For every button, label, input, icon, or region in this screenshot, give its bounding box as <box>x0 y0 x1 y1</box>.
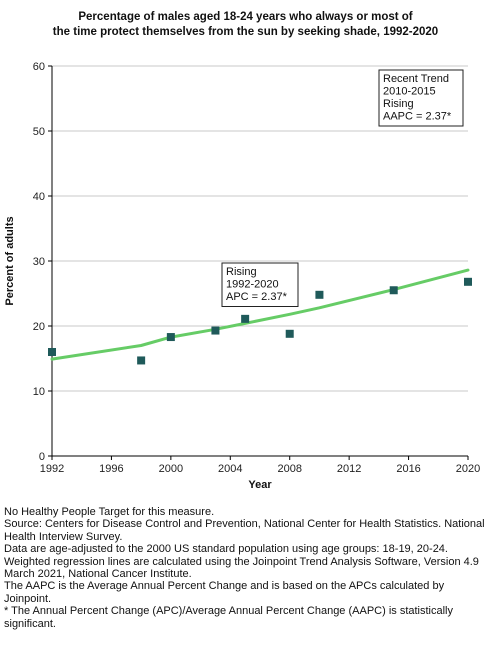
data-point-2000 <box>166 333 175 342</box>
data-point-1998 <box>137 356 146 365</box>
data-point-2005 <box>241 314 250 323</box>
recent-trend-line-0: Recent Trend <box>383 73 449 85</box>
x-tick-label-1: 1996 <box>99 463 123 475</box>
x-tick-label-3: 2004 <box>218 463 242 475</box>
y-tick-label-3: 30 <box>33 256 45 268</box>
data-point-1992 <box>48 348 56 356</box>
x-tick-label-4: 2008 <box>277 463 301 475</box>
recent-trend-box <box>378 69 464 127</box>
data-point-2003 <box>211 326 220 335</box>
x-tick-label-6: 2016 <box>396 463 420 475</box>
y-tick-label-2: 20 <box>33 321 45 333</box>
footnote-aapc: The AAPC is the Average Annual Percent C… <box>4 580 445 605</box>
line-chart: 0 10 20 30 40 50 60 1992 1996 2000 2004 2008 2012 201… <box>4 61 480 491</box>
overall-trend-line-0: Rising <box>226 266 257 278</box>
recent-trend-line-1: 2010-2015 <box>383 86 436 98</box>
footnote-regression: Weighted regression lines are calculated… <box>4 555 479 581</box>
x-tick-label-7: 2020 <box>456 463 480 475</box>
chart-title: Percentage of males aged 18-24 years who… <box>0 10 491 40</box>
footnote-target: No Healthy People Target for this measur… <box>4 506 215 518</box>
x-tick-label-2: 2000 <box>159 463 183 475</box>
overall-trend-box <box>221 262 299 307</box>
footnotes: No Healthy People Target for this measur… <box>4 506 490 630</box>
overall-trend-line-1: 1992-2020 <box>226 279 279 291</box>
y-tick-label-0: 0 <box>39 451 45 463</box>
axis-ticks: 0 10 20 30 40 50 60 1992 1996 2000 2004 2008 2012 201… <box>33 61 480 475</box>
trend-line <box>50 268 470 361</box>
footnote-source: Source: Centers for Disease Control and … <box>4 518 485 543</box>
trend-lines <box>50 268 470 361</box>
x-tick-label-5: 2012 <box>337 463 361 475</box>
x-axis-title: Year <box>248 479 272 491</box>
chart-title-line-1: Percentage of males aged 18-24 years who… <box>78 11 413 23</box>
data-points <box>48 277 472 365</box>
recent-trend-line-2: Rising <box>383 98 414 110</box>
data-point-2010 <box>315 290 324 299</box>
recent-trend-line-3: AAPC = 2.37* <box>383 111 452 123</box>
overall-trend-line-2: APC = 2.37* <box>226 291 288 303</box>
chart-title-line-2: the time protect themselves from the sun… <box>52 26 439 38</box>
x-tick-label-0: 1992 <box>40 463 64 475</box>
data-point-2020 <box>464 277 472 286</box>
data-point-2008 <box>285 329 294 338</box>
y-tick-label-1: 10 <box>33 386 45 398</box>
footnote-age-adjusted: Data are age-adjusted to the 2000 US sta… <box>4 543 448 556</box>
y-tick-label-4: 40 <box>33 191 45 203</box>
data-point-2015 <box>389 286 398 295</box>
gridlines <box>52 65 468 392</box>
y-axis-title: Percent of adults <box>4 216 16 305</box>
y-tick-label-6: 60 <box>33 61 45 73</box>
y-tick-label-5: 50 <box>33 126 45 138</box>
footnote-significance: * The Annual Percent Change (APC)/Averag… <box>4 605 454 630</box>
